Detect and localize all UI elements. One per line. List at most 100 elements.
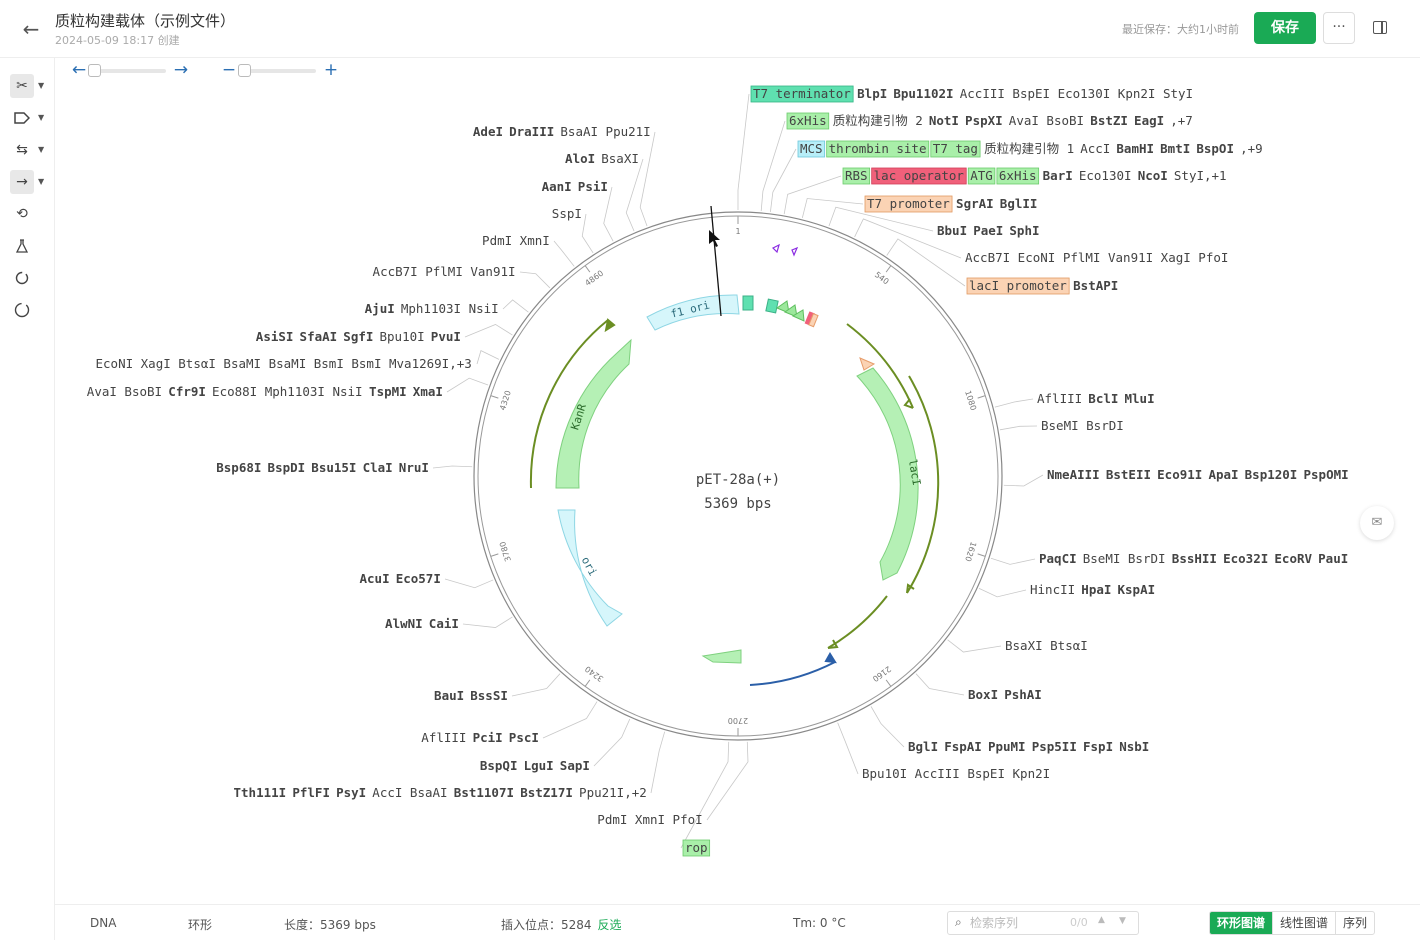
site-label-r7[interactable]: AjuI Mph1103I NsiI xyxy=(365,301,499,316)
site-label-l1[interactable]: T7 terminator BlpI Bpu1102I AccIII BspEI Ec… xyxy=(750,85,1193,103)
chevron-down-icon[interactable]: ▼ xyxy=(38,81,45,90)
flask-icon[interactable] xyxy=(10,234,34,258)
site-label-l7[interactable]: AccB7I EcoNI PflMI Van91I XagI PfoI xyxy=(965,250,1228,265)
reverse-select-link[interactable]: 反选 xyxy=(597,918,622,932)
chevron-down-icon[interactable]: ▼ xyxy=(38,177,45,186)
site-label-r5[interactable]: PdmI XmnI xyxy=(482,233,550,248)
site-label-l11[interactable]: NmeAIII BstEII Eco91I ApaI Bsp120I PspOMI xyxy=(1047,467,1349,482)
site-label-l9[interactable]: AflIII BclI MluI xyxy=(1037,391,1155,406)
site-label-text: Tth111I xyxy=(234,785,287,800)
zoom-slider[interactable] xyxy=(238,64,316,77)
site-label-l4[interactable]: RBS lac operator ATG 6xHis BarI Eco130I NcoI St… xyxy=(842,167,1227,185)
rotation-slider[interactable] xyxy=(88,64,166,77)
site-label-l13[interactable]: HincII HpaI KspAI xyxy=(1030,582,1155,597)
chevron-down-icon[interactable]: ▼ xyxy=(38,113,45,122)
zoom-out-icon[interactable]: − xyxy=(221,60,237,80)
more-button[interactable]: ··· xyxy=(1323,12,1355,44)
site-label-l8[interactable]: lacI promoter BstAPI xyxy=(966,277,1118,295)
tick-mark xyxy=(490,395,499,399)
leader-line xyxy=(680,741,730,849)
site-label-l18[interactable]: PdmI XmnI PfoI xyxy=(597,812,702,827)
chevron-down-icon[interactable]: ▼ xyxy=(38,145,45,154)
site-label-l12[interactable]: PaqCI BseMI BsrDI BssHII Eco32I EcoRV PauI xyxy=(1039,551,1348,566)
label-leaders xyxy=(432,93,1044,849)
tab-circular-map[interactable]: 环形图谱 xyxy=(1210,912,1273,934)
feature-rop[interactable] xyxy=(701,649,742,664)
site-label-text: 6xHis xyxy=(789,113,827,128)
rotate-right-icon[interactable]: → xyxy=(173,60,189,80)
zoom-in-icon[interactable]: + xyxy=(323,60,339,80)
tab-sequence[interactable]: 序列 xyxy=(1335,912,1374,934)
site-label-l2[interactable]: 6xHis 质粒构建引物 2 NotI PspXI AvaI BsoBI BstZI Eag… xyxy=(786,112,1193,130)
site-label-r3[interactable]: AanI PsiI xyxy=(542,179,608,194)
site-label-l16[interactable]: BglI FspAI PpuMI Psp5II FspI NsbI xyxy=(908,739,1149,754)
site-label-r6[interactable]: AccB7I PflMI Van91I xyxy=(373,264,516,279)
repeat-icon[interactable]: ⟲ xyxy=(16,206,28,222)
rotate-left-icon[interactable]: ← xyxy=(71,60,87,80)
feature-label-box xyxy=(750,85,854,103)
site-label-text: LguI xyxy=(524,758,554,773)
site-label-r12[interactable]: AcuI Eco57I xyxy=(360,571,441,586)
site-label-text: ,+9 xyxy=(1240,141,1263,156)
site-label-r11[interactable]: Bsp68I BspDI Bsu15I ClaI NruI xyxy=(216,460,429,475)
site-label-r14[interactable]: BauI BssSI xyxy=(434,688,508,703)
chevron-down-icon[interactable]: ▼ xyxy=(1119,916,1126,926)
site-label-text: AsiSI xyxy=(256,329,294,344)
site-label-r8[interactable]: AsiSI SfaAI SgfI Bpu10I PvuI xyxy=(256,329,461,344)
save-button[interactable]: 保存 xyxy=(1254,12,1316,44)
feature-cluster-mcs[interactable] xyxy=(742,243,876,371)
scissors-icon[interactable]: ✂ xyxy=(10,74,34,98)
site-label-r4[interactable]: SspI xyxy=(552,206,582,221)
feature-f1-ori[interactable]: f1 ori xyxy=(646,294,740,331)
tick-label: 2160 xyxy=(871,664,893,683)
site-label-l6[interactable]: BbuI PaeI SphI xyxy=(937,223,1040,238)
site-label-text: AccIII BspEI Eco130I Kpn2I StyI xyxy=(960,86,1193,101)
site-label-l15[interactable]: BoxI PshAI xyxy=(968,687,1042,702)
site-label-r15[interactable]: AflIII PciI PscI xyxy=(421,730,539,745)
feature-kanr[interactable]: KanR xyxy=(555,338,632,489)
site-label-r17[interactable]: Tth111I PflFI PsyI AccI BsaAI Bst1107I BstZ17… xyxy=(234,785,647,800)
chevron-up-icon[interactable]: ▲ xyxy=(1098,915,1105,925)
site-label-l3[interactable]: MCS thrombin site T7 tag 质粒构建引物 1 AccI BamHI B… xyxy=(797,140,1263,158)
site-label-r9[interactable]: EcoNI XagI BtsαI BsaMI BsaMI BsmI BsmI M… xyxy=(96,356,472,371)
circle-dashed-icon[interactable] xyxy=(10,266,34,290)
feature-laci[interactable]: lacI xyxy=(856,367,923,581)
site-label-text: BssSI xyxy=(470,688,508,703)
site-label-text: StyI,+1 xyxy=(1174,168,1227,183)
site-label-l10[interactable]: BseMI BsrDI xyxy=(1041,418,1124,433)
site-label-text: BoxI xyxy=(968,687,998,702)
search-icon: ⌕ xyxy=(955,915,962,929)
feedback-icon[interactable]: ✉ xyxy=(1360,506,1394,540)
arrow-left-icon[interactable]: ← xyxy=(22,17,40,41)
spinner-icon[interactable] xyxy=(10,298,34,322)
feature-ori[interactable]: ori xyxy=(557,509,623,627)
tick-label: 3240 xyxy=(583,664,605,683)
tab-linear-map[interactable]: 线性图谱 xyxy=(1272,912,1335,934)
site-label-text: XmaI xyxy=(413,384,443,399)
site-label-r10[interactable]: AvaI BsoBI Cfr9I Eco88I Mph1103I NsiI TspMI… xyxy=(87,384,443,399)
tick-mark xyxy=(584,679,591,687)
site-label-text: DraIII xyxy=(509,124,554,139)
site-label-r16[interactable]: BspQI LguI SapI xyxy=(480,758,590,773)
arrow-right-icon[interactable]: → xyxy=(10,170,34,194)
leader-line xyxy=(915,673,965,696)
site-label-text: AflIII xyxy=(1037,391,1082,406)
search-input[interactable] xyxy=(970,915,1065,931)
site-label-l17[interactable]: Bpu10I AccIII BspEI Kpn2I xyxy=(862,766,1050,781)
tick-label: 1620 xyxy=(963,540,978,562)
tag-icon[interactable] xyxy=(10,106,34,130)
site-label-r13[interactable]: AlwNI CaiI xyxy=(385,616,459,631)
site-label-text: PsyI xyxy=(336,785,366,800)
site-label-l14[interactable]: BsaXI BtsαI xyxy=(1005,638,1088,653)
site-label-l5[interactable]: T7 promoter SgrAI BglII xyxy=(864,195,1037,213)
site-label-text: PaqCI xyxy=(1039,551,1077,566)
site-label-r2[interactable]: AloI BsaXI xyxy=(565,151,639,166)
site-label-l19[interactable]: rop xyxy=(682,839,711,857)
sequence-length: 长度：5369 bps xyxy=(284,918,376,932)
page-title: 质粒构建载体（示例文件） xyxy=(55,12,236,30)
site-label-r1[interactable]: AdeI DraIII BsaAI Ppu21I xyxy=(473,124,651,139)
sidebar-toggle-icon[interactable] xyxy=(1366,14,1394,42)
swap-icon[interactable]: ⇆ xyxy=(16,142,28,158)
site-label-text: SfaAI xyxy=(300,329,338,344)
plasmid-map[interactable]: 1 540 1080 1620 2160 2700 3240 3780 4320 4860 Kan… xyxy=(55,58,1420,904)
